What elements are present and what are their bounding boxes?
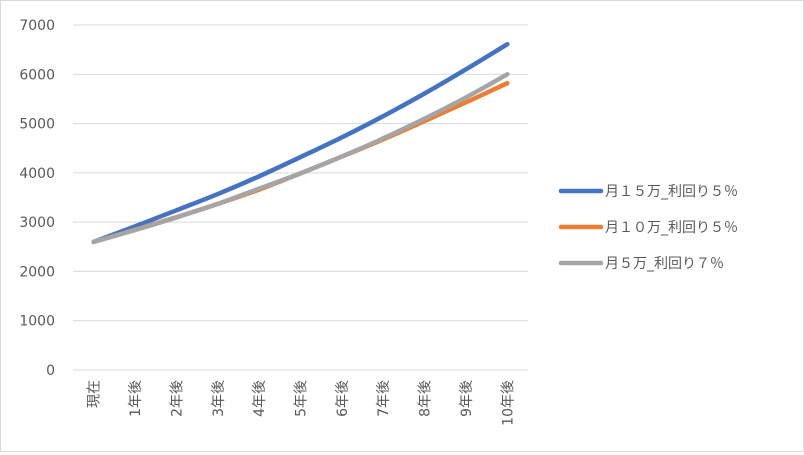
x-tick-label: 9年後	[459, 380, 475, 417]
legend-label-2: 月１０万_利回り５％	[605, 220, 738, 236]
y-tick-label: 6000	[19, 67, 55, 83]
x-tick-label: 6年後	[335, 380, 351, 417]
y-tick-label: 3000	[19, 215, 55, 231]
gridlines	[73, 24, 528, 371]
x-tick-label: 10年後	[500, 380, 516, 426]
y-tick-label: 0	[46, 363, 55, 379]
legend-label-1: 月１５万_利回り５％	[605, 184, 738, 200]
y-tick-label: 5000	[19, 117, 55, 133]
x-tick-label: 8年後	[418, 380, 434, 417]
series-line-3	[91, 72, 510, 245]
x-tick-label: 3年後	[211, 380, 227, 417]
y-tick-label: 2000	[19, 264, 55, 280]
legend-label-3: 月５万_利回り７％	[605, 256, 724, 272]
y-tick-label: 4000	[19, 166, 55, 182]
series-line-1	[91, 41, 510, 245]
x-tick-label: 1年後	[128, 380, 144, 417]
x-tick-label: 5年後	[294, 380, 310, 417]
x-tick-label: 現在	[87, 380, 103, 408]
x-tick-label: 2年後	[169, 380, 185, 417]
legend: 月１５万_利回り５％ 月１０万_利回り５％ 月５万_利回り７％	[558, 184, 738, 272]
series-lines	[91, 41, 510, 245]
x-tick-label: 4年後	[252, 380, 268, 417]
y-tick-label: 1000	[19, 314, 55, 330]
x-axis: 現在 1年後 2年後 3年後 4年後 5年後 6年後 7年後 8年後 9年後 10年後	[87, 380, 517, 426]
y-tick-label: 7000	[19, 18, 55, 34]
y-axis: 0 1000 2000 3000 4000 5000 6000 7000	[19, 18, 55, 379]
x-tick-label: 7年後	[376, 380, 392, 417]
